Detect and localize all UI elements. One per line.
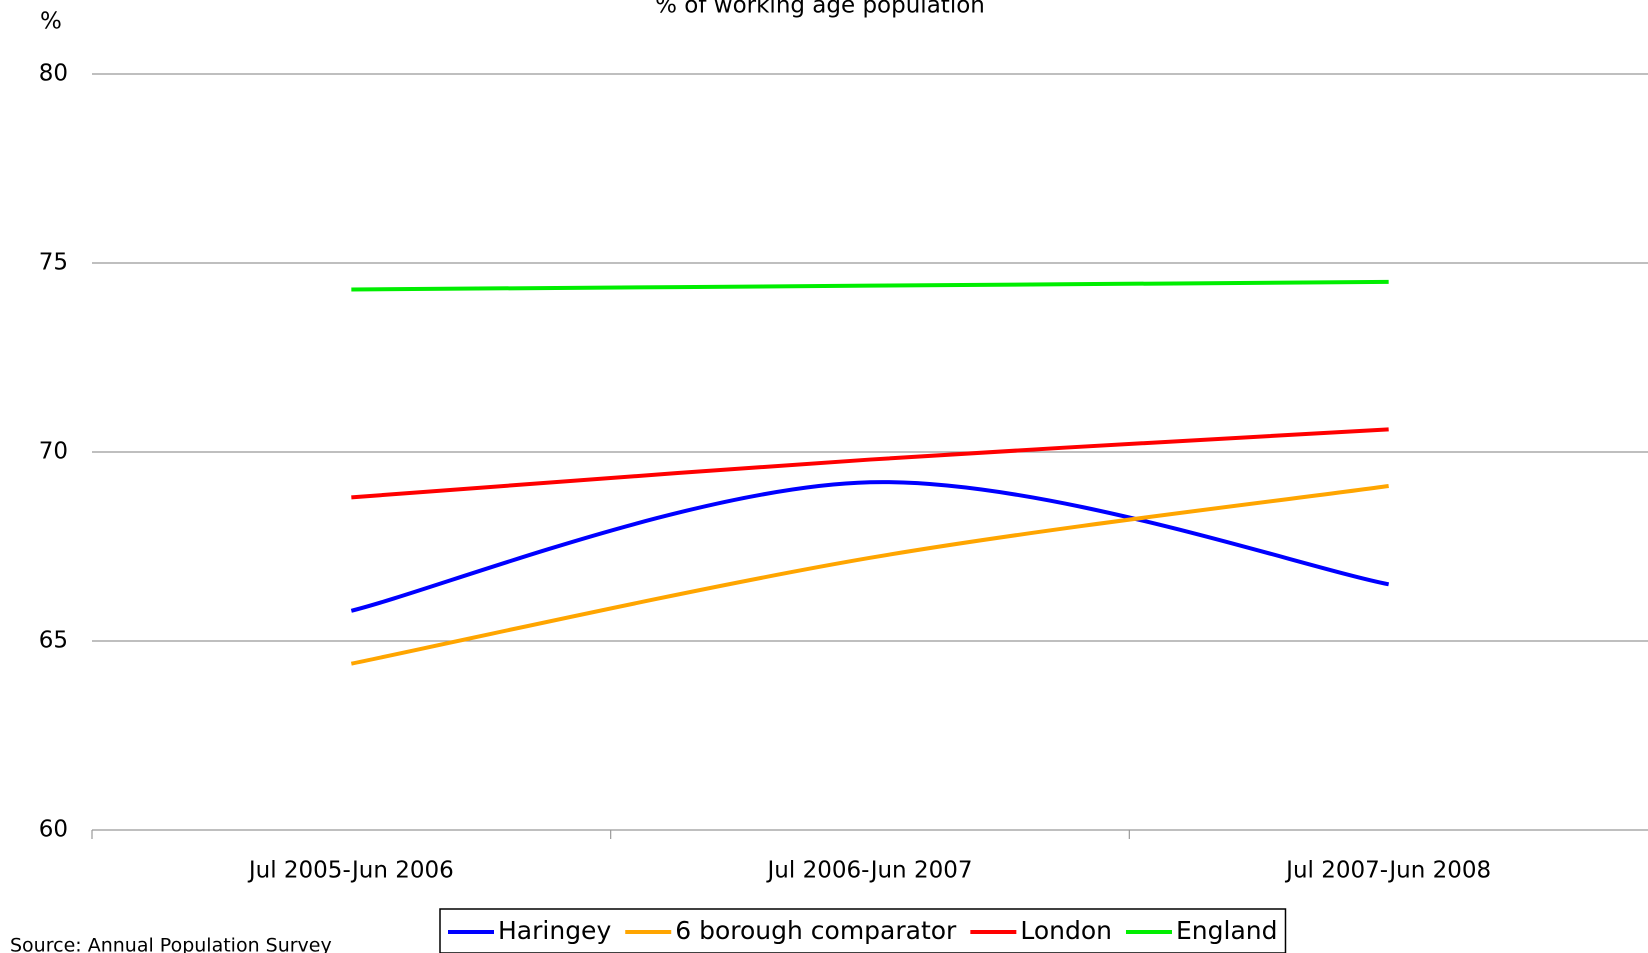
line-series (350, 484, 1389, 666)
legend-label: Haringey (498, 916, 611, 945)
source-note: Source: Annual Population Survey (10, 935, 332, 953)
legend-label: London (1020, 916, 1112, 945)
legend-label: 6 borough comparator (675, 916, 957, 945)
x-tick-label: Jul 2005-Jun 2006 (247, 858, 454, 884)
y-axis-unit: % (40, 9, 62, 35)
y-tick-label: 80 (39, 61, 68, 87)
line-series (351, 279, 1389, 292)
line-series (350, 480, 1390, 613)
x-tick-label: Jul 2007-Jun 2008 (1284, 858, 1491, 884)
y-tick-label: 65 (39, 628, 68, 654)
line-series (351, 427, 1389, 500)
y-tick-label: 75 (39, 250, 68, 276)
y-tick-label: 60 (39, 817, 68, 843)
x-tick-label: Jul 2006-Jun 2007 (766, 858, 973, 884)
y-tick-label: 70 (39, 439, 68, 465)
chart-title: % of working age population (655, 0, 985, 19)
legend-label: England (1176, 916, 1278, 945)
